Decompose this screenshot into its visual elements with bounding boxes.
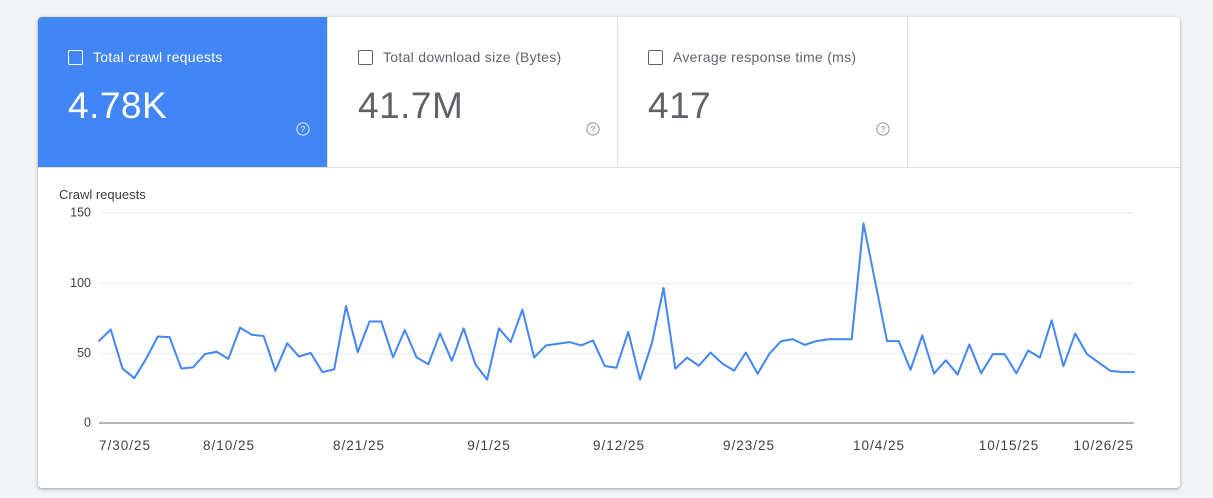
svg-text:50: 50 [77, 346, 91, 360]
svg-text:9/1/25: 9/1/25 [467, 438, 511, 453]
svg-text:?: ? [591, 124, 596, 134]
svg-text:8/10/25: 8/10/25 [203, 438, 255, 453]
svg-text:?: ? [301, 124, 306, 134]
svg-text:7/30/25: 7/30/25 [99, 438, 151, 453]
svg-text:?: ? [881, 124, 886, 134]
svg-text:0: 0 [84, 416, 91, 430]
svg-text:10/15/25: 10/15/25 [979, 438, 1040, 453]
svg-text:8/21/25: 8/21/25 [333, 438, 385, 453]
svg-text:10/26/25: 10/26/25 [1073, 438, 1134, 453]
svg-text:10/4/25: 10/4/25 [853, 438, 905, 453]
svg-text:100: 100 [70, 276, 91, 290]
svg-text:9/23/25: 9/23/25 [723, 438, 775, 453]
svg-text:9/12/25: 9/12/25 [593, 438, 645, 453]
svg-text:150: 150 [70, 206, 91, 220]
